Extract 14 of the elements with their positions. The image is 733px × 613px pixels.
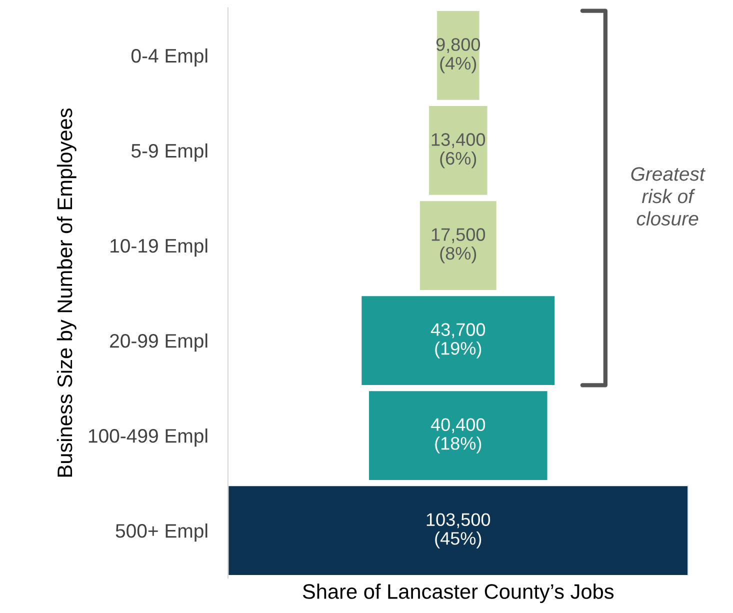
data-label: 43,700 (19%) [430, 323, 486, 358]
data-label: 40,400 (18%) [430, 418, 486, 454]
text: Share of Lancaster County’s Jobs [302, 584, 614, 604]
data-label: 103,500 (45%) [426, 513, 490, 548]
text: Business Size by Number of Employees [56, 108, 76, 477]
data-label: 13,400 (6%) [432, 133, 486, 168]
category-label: 5-9 Empl [131, 143, 208, 162]
category-label: 20-99 Empl [110, 333, 208, 352]
category-label: 10-19 Empl [110, 238, 208, 257]
category-label: 100-499 Empl [88, 428, 208, 447]
text: Greatest risk of closure [631, 167, 706, 226]
data-label: 17,500 (8%) [432, 228, 486, 264]
category-label: 0-4 Empl [131, 48, 208, 67]
category-label: 500+ Empl [116, 524, 208, 542]
